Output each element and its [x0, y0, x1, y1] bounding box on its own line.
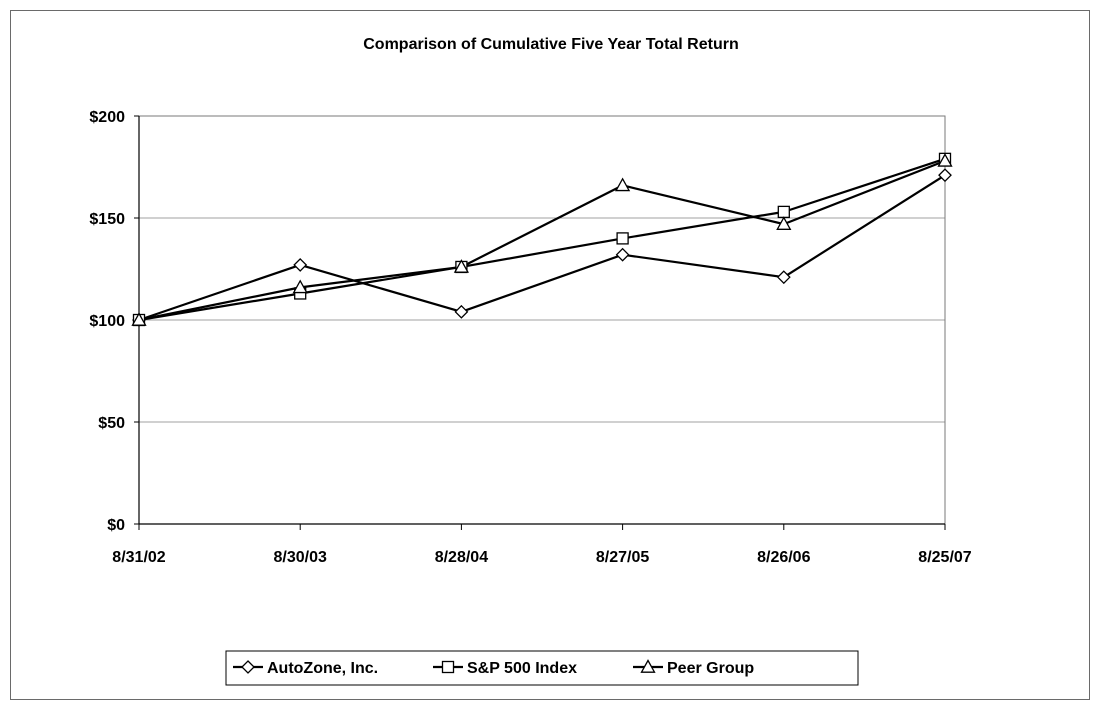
chart-frame: Comparison of Cumulative Five Year Total… [10, 10, 1090, 700]
y-tick-label: $150 [89, 211, 125, 228]
legend-label-triangle: Peer Group [667, 660, 754, 677]
x-tick-label: 8/30/03 [274, 549, 327, 566]
series-line-triangle [139, 161, 945, 320]
y-tick-label: $200 [89, 109, 125, 126]
data-point-diamond [294, 259, 306, 271]
series-lines [139, 159, 945, 320]
x-tick-label: 8/31/02 [112, 549, 165, 566]
series-line-diamond [139, 175, 945, 320]
x-tick-label: 8/26/06 [757, 549, 810, 566]
tick-labels: $0 $50 $100 $150 $200 8/31/02 8/30/03 8/28/04 8/… [89, 109, 971, 566]
y-tick-label: $0 [107, 517, 125, 534]
chart-title: Comparison of Cumulative Five Year Total… [363, 36, 738, 53]
data-point-triangle [616, 179, 629, 191]
data-point-diamond [778, 271, 790, 283]
x-tick-label: 8/28/04 [435, 549, 488, 566]
x-tick-label: 8/25/07 [918, 549, 971, 566]
legend: AutoZone, Inc. S&P 500 Index Peer Group [226, 651, 858, 685]
chart-canvas: Comparison of Cumulative Five Year Total… [11, 11, 1091, 701]
axes [134, 116, 945, 530]
data-point-square [617, 233, 628, 244]
data-point-square [778, 206, 789, 217]
y-tick-label: $50 [98, 415, 125, 432]
data-point-diamond [939, 169, 951, 181]
legend-label-diamond: AutoZone, Inc. [267, 660, 378, 677]
data-point-diamond [617, 249, 629, 261]
legend-label-square: S&P 500 Index [467, 660, 577, 677]
data-point-diamond [455, 306, 467, 318]
legend-marker-square [443, 662, 454, 673]
y-tick-label: $100 [89, 313, 125, 330]
grid-lines [139, 116, 945, 422]
x-tick-label: 8/27/05 [596, 549, 649, 566]
